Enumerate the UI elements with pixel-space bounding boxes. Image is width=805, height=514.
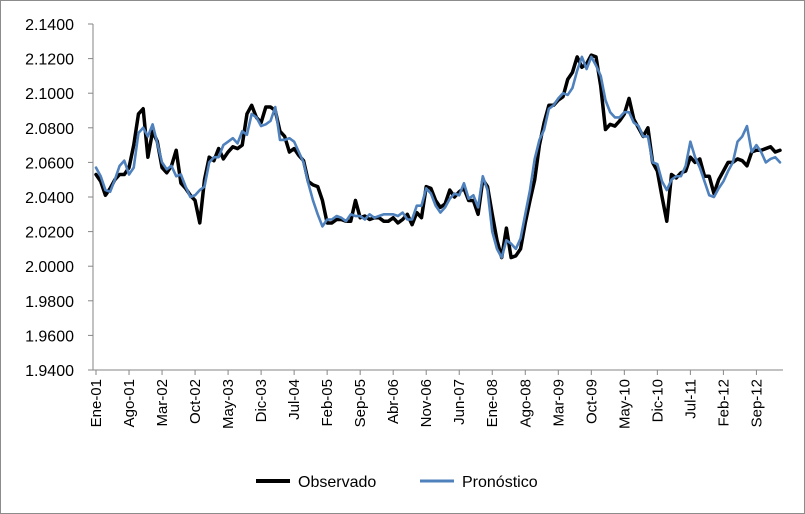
x-tick-label: Dic-10 — [649, 379, 666, 422]
series-line-pronostico — [94, 55, 782, 259]
legend-label-observado: Observado — [298, 474, 376, 491]
plot-area — [94, 53, 782, 260]
x-tick-label: Jun-07 — [451, 379, 468, 425]
y-tick-label: 2.1200 — [25, 52, 74, 69]
x-tick-label: May-03 — [220, 379, 237, 429]
x-tick-label: Mar-02 — [154, 379, 171, 427]
y-tick-label: 2.0400 — [25, 190, 74, 207]
x-tick-label: Oct-02 — [187, 379, 204, 424]
x-tick-label: Nov-06 — [418, 379, 435, 427]
series-line-observado — [94, 53, 782, 260]
x-tick-label: Ago-01 — [121, 379, 138, 427]
legend: Observado Pronóstico — [256, 474, 538, 491]
y-tick-label: 2.0200 — [25, 225, 74, 242]
x-tick-label: Mar-09 — [550, 379, 567, 427]
x-tick-label: Ene-01 — [88, 379, 105, 427]
x-tick-label: Jul-04 — [286, 379, 303, 420]
y-tick-label: 1.9400 — [25, 363, 74, 380]
y-tick-label: 2.1000 — [25, 86, 74, 103]
y-tick-label: 2.1400 — [25, 17, 74, 34]
x-tick-label: Abr-06 — [385, 379, 402, 424]
x-tick-label: Oct-09 — [583, 379, 600, 424]
x-tick-label: Jul-11 — [682, 379, 699, 419]
x-tick-label: Dic-03 — [253, 379, 270, 422]
x-tick-label: Ene-08 — [484, 379, 501, 427]
y-tick-label: 2.0000 — [25, 259, 74, 276]
x-axis: Ene-01 Ago-01 Mar-02 Oct-02 May-03 Dic-03 Jul-… — [88, 369, 783, 429]
y-axis: 1.9400 1.9600 1.9800 2.0000 2.0200 2.0400 2.06… — [25, 17, 94, 380]
x-tick-label: Feb-05 — [319, 379, 336, 427]
legend-label-pronostico: Pronóstico — [462, 474, 538, 491]
x-tick-label: Ago-08 — [517, 379, 534, 427]
y-tick-label: 1.9800 — [25, 294, 74, 311]
x-tick-label: May-10 — [616, 379, 633, 429]
y-tick-label: 1.9600 — [25, 328, 74, 345]
x-tick-label: Sep-05 — [352, 379, 369, 427]
y-tick-label: 2.0600 — [25, 155, 74, 172]
y-tick-label: 2.0800 — [25, 121, 74, 138]
x-tick-label: Sep-12 — [748, 379, 765, 427]
x-tick-label: Feb-12 — [715, 379, 732, 427]
